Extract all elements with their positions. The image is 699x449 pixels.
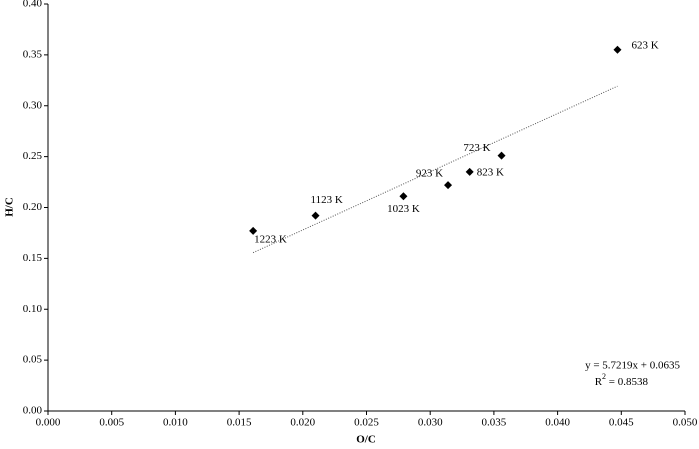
data-point (399, 192, 408, 201)
point-label: 723 K (463, 142, 490, 154)
data-point (613, 45, 622, 54)
x-tick-label: 0.000 (36, 417, 61, 429)
point-label: 923 K (416, 168, 443, 180)
y-tick-label: 0.30 (23, 99, 43, 111)
point-label: 1023 K (387, 203, 420, 215)
point-label: 623 K (631, 39, 658, 51)
r2-rest: = 0.8538 (606, 376, 648, 388)
y-tick-label: 0.10 (23, 303, 43, 315)
data-point (497, 151, 506, 160)
point-label: 1223 K (254, 233, 287, 245)
y-tick-label: 0.35 (23, 48, 43, 60)
x-tick-label: 0.005 (99, 417, 124, 429)
y-tick-label: 0.25 (23, 150, 43, 162)
y-tick-label: 0.05 (23, 354, 43, 366)
y-axis-title: H/C (4, 197, 16, 217)
data-point (465, 167, 474, 176)
r2-base: R (595, 376, 603, 388)
r2-sup: 2 (602, 372, 606, 381)
x-tick-label: 0.015 (227, 417, 252, 429)
x-tick-label: 0.025 (354, 417, 379, 429)
x-tick-label: 0.035 (482, 417, 507, 429)
point-label: 823 K (477, 166, 504, 178)
point-label: 1123 K (311, 194, 343, 206)
x-tick-label: 0.020 (290, 417, 315, 429)
x-tick-label: 0.050 (673, 417, 698, 429)
r-squared: R2 = 0.8538 (595, 372, 649, 388)
y-tick-label: 0.15 (23, 252, 43, 264)
x-tick-label: 0.030 (418, 417, 443, 429)
y-tick-label: 0.00 (23, 405, 43, 417)
y-tick-label: 0.20 (23, 201, 43, 213)
y-tick-label: 0.40 (23, 0, 43, 10)
trendline-equation: y = 5.7219x + 0.0635 (585, 360, 680, 372)
x-tick-label: 0.010 (163, 417, 188, 429)
x-axis-title: O/C (356, 434, 376, 446)
data-point (249, 226, 258, 235)
x-tick-label: 0.040 (545, 417, 570, 429)
x-tick-label: 0.045 (609, 417, 634, 429)
data-point (311, 211, 320, 220)
trendline (252, 85, 618, 254)
data-point (444, 181, 453, 190)
